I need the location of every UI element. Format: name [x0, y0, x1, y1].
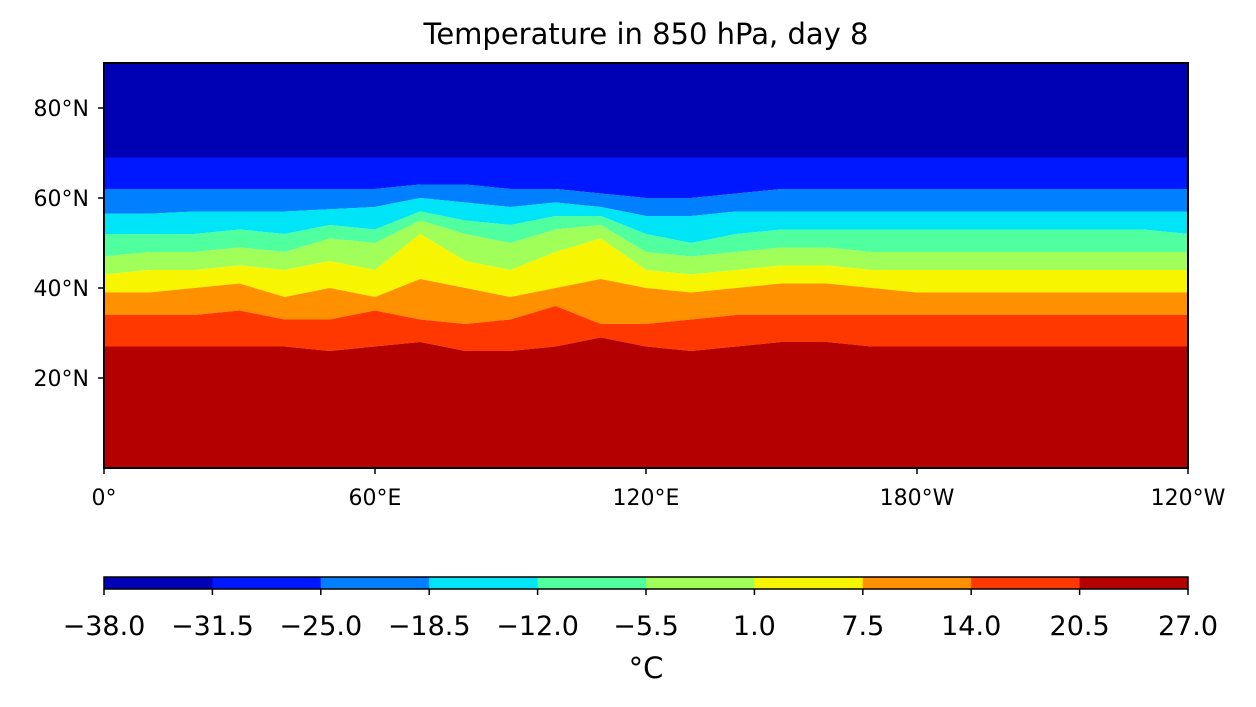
x-tick-label: 120°E: [613, 486, 680, 511]
colorbar-segment: [862, 577, 972, 589]
x-tick-label: 120°W: [1151, 486, 1226, 511]
y-tick-label: 20°N: [34, 367, 89, 392]
colorbar-tick-label: 27.0: [1158, 611, 1218, 642]
colorbar-tick-label: 14.0: [941, 611, 1001, 642]
temperature-band-6: [104, 234, 1188, 297]
temperature-band-2: [104, 184, 1188, 216]
colorbar-tick-label: −38.0: [63, 611, 146, 642]
colorbar-segment: [212, 577, 322, 589]
y-axis: 20°N 40°N 60°N 80°N: [34, 97, 104, 392]
x-tick-label: 60°E: [349, 486, 402, 511]
colorbar-tick-label: −25.0: [279, 611, 362, 642]
temperature-band-3: [104, 198, 1188, 243]
y-tick-label: 60°N: [34, 187, 89, 212]
temperature-band-1: [104, 157, 1188, 198]
colorbar-segment: [429, 577, 539, 589]
colorbar-label: °C: [629, 651, 664, 685]
colorbar-tick-label: −18.5: [388, 611, 471, 642]
colorbar-tick-label: −5.5: [613, 611, 679, 642]
colorbar-tick-label: −31.5: [171, 611, 254, 642]
colorbar-tick-label: 1.0: [733, 611, 776, 642]
y-tick-label: 80°N: [34, 97, 89, 122]
y-tick-label: 40°N: [34, 277, 89, 302]
x-tick-label: 0°: [92, 486, 117, 511]
temperature-band-5: [104, 220, 1188, 275]
temperature-band-4: [104, 211, 1188, 257]
temperature-field: [104, 63, 1188, 468]
temperature-band-8: [104, 306, 1188, 351]
colorbar-tick-label: 7.5: [841, 611, 884, 642]
chart-title: Temperature in 850 hPa, day 8: [423, 17, 869, 51]
colorbar-segment: [320, 577, 430, 589]
x-tick-label: 180°W: [880, 486, 955, 511]
temperature-band-9: [104, 337, 1188, 468]
colorbar-segment: [1079, 577, 1189, 589]
colorbar-segment: [646, 577, 755, 589]
colorbar-segment: [971, 577, 1081, 589]
colorbar-segment: [104, 577, 213, 589]
colorbar-tick-label: 20.5: [1050, 611, 1110, 642]
x-axis: 0° 60°E 120°E 180°W 120°W: [92, 468, 1226, 511]
colorbar-tick-label: −12.0: [496, 611, 579, 642]
colorbar-segment: [537, 577, 647, 589]
temperature-band-7: [104, 279, 1188, 324]
colorbar: −38.0 −31.5 −25.0 −18.5 −12.0 −5.5 1.0 7.5 14.0 2…: [63, 576, 1218, 642]
temperature-band-0: [104, 63, 1188, 158]
colorbar-segment: [754, 577, 864, 589]
